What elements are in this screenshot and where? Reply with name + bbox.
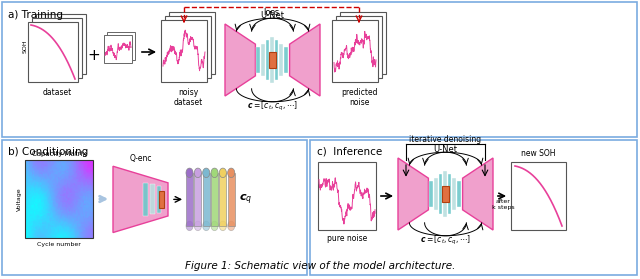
Ellipse shape [228, 221, 235, 231]
Text: after
k steps: after k steps [492, 199, 515, 210]
Ellipse shape [220, 168, 227, 178]
Bar [442, 186, 449, 202]
Bar [220, 173, 227, 226]
Text: noisy
dataset: noisy dataset [173, 88, 203, 107]
Text: $\boldsymbol{c} = [c_t, c_q, \cdots]$: $\boldsymbol{c} = [c_t, c_q, \cdots]$ [247, 100, 298, 113]
Bar [448, 174, 451, 214]
Ellipse shape [203, 221, 210, 231]
Bar [161, 20, 207, 82]
Bar [2, 140, 307, 275]
Ellipse shape [220, 221, 227, 231]
Text: Figure 1: Schematic view of the model architecture.: Figure 1: Schematic view of the model ar… [185, 261, 455, 271]
Bar [257, 47, 260, 73]
Bar [332, 20, 378, 82]
Bar [150, 184, 154, 214]
Bar [28, 22, 78, 82]
Bar [266, 40, 269, 80]
Ellipse shape [228, 168, 235, 178]
Text: loss: loss [264, 8, 280, 17]
Bar [261, 44, 264, 76]
Text: $\boldsymbol{c} = [c_t, c_q, \cdots]$: $\boldsymbol{c} = [c_t, c_q, \cdots]$ [420, 234, 471, 247]
Bar [186, 173, 193, 226]
Text: +: + [88, 49, 100, 64]
Bar [280, 44, 283, 76]
Text: new SOH: new SOH [521, 149, 556, 158]
Bar [228, 173, 235, 226]
Polygon shape [290, 24, 320, 96]
Polygon shape [225, 24, 255, 96]
Text: SOH: SOH [23, 39, 28, 53]
Ellipse shape [195, 168, 202, 178]
Polygon shape [398, 158, 428, 230]
Ellipse shape [195, 221, 202, 231]
Bar [165, 16, 211, 78]
Text: U-Net: U-Net [433, 145, 458, 154]
Text: c)  Inference: c) Inference [317, 147, 382, 157]
Bar [211, 173, 218, 226]
Bar [107, 32, 135, 60]
Bar [157, 186, 161, 213]
Polygon shape [113, 166, 168, 232]
Text: Q-enc: Q-enc [129, 154, 152, 163]
Text: U-Net: U-Net [260, 11, 285, 20]
Text: predicted
noise: predicted noise [340, 88, 377, 107]
Text: $\boldsymbol{c}_q$: $\boldsymbol{c}_q$ [239, 192, 252, 206]
Bar [169, 12, 215, 74]
Text: Voltage: Voltage [17, 187, 22, 211]
Bar [452, 178, 456, 210]
Bar [36, 14, 86, 74]
Bar [143, 183, 148, 216]
Ellipse shape [203, 168, 210, 178]
Bar [434, 178, 438, 210]
Bar [269, 52, 276, 68]
Bar [159, 191, 164, 208]
Bar [2, 2, 637, 137]
Bar [270, 37, 274, 83]
Text: Capacity Matrix: Capacity Matrix [32, 151, 86, 157]
Bar [203, 173, 210, 226]
Bar [429, 181, 433, 207]
Bar [457, 181, 461, 207]
Text: b) Conditioning: b) Conditioning [8, 147, 88, 157]
Bar [318, 162, 376, 230]
Ellipse shape [211, 221, 218, 231]
Bar [310, 140, 637, 275]
Polygon shape [463, 158, 493, 230]
Text: a) Training: a) Training [8, 10, 63, 20]
Text: pure noise: pure noise [327, 234, 367, 243]
Text: iterative denoising: iterative denoising [410, 135, 481, 144]
Bar [104, 35, 132, 63]
Bar [340, 12, 386, 74]
Ellipse shape [211, 168, 218, 178]
Ellipse shape [186, 168, 193, 178]
Bar [32, 18, 82, 78]
Ellipse shape [186, 221, 193, 231]
Bar [284, 47, 287, 73]
Bar [336, 16, 382, 78]
Bar [275, 40, 278, 80]
Bar [438, 174, 442, 214]
Bar [443, 170, 447, 217]
Text: dataset: dataset [42, 88, 72, 97]
Bar [195, 173, 202, 226]
Text: Cycle number: Cycle number [37, 242, 81, 247]
Bar [25, 160, 93, 238]
Bar [511, 162, 566, 230]
